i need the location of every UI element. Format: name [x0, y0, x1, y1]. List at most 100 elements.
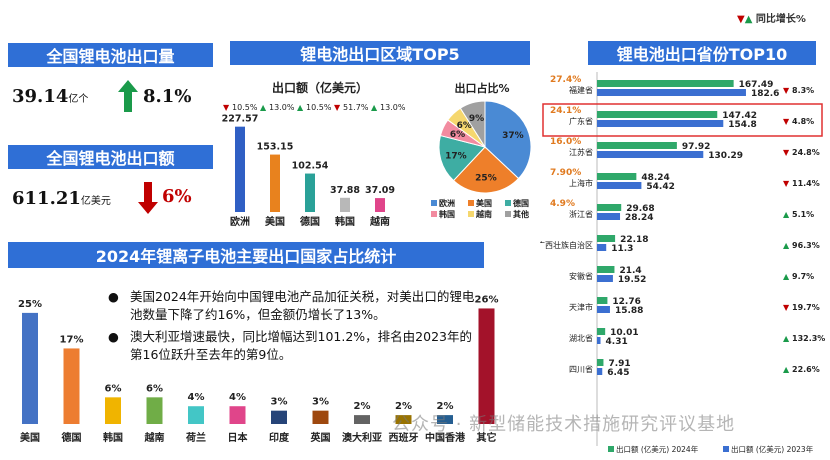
growth-arrow-icon: ▼	[783, 86, 790, 95]
province-label: 上海市	[569, 178, 593, 188]
province-bar	[597, 111, 718, 118]
province-bar	[597, 204, 622, 211]
region-bar-chart: 出口额（亿美元）▼ 10.5% ▲ 13.0% ▲ 10.5% ▼ 51.7% ▲ 13.0%22…	[222, 80, 406, 228]
growth-label: 11.4%	[792, 179, 820, 188]
bar	[270, 154, 280, 212]
province-value: 97.92	[682, 142, 710, 152]
value-label: 6%	[146, 383, 163, 394]
province-label: 浙江省	[569, 209, 593, 219]
province-bar	[597, 182, 642, 189]
growth-label: 13.0%	[380, 103, 406, 112]
down-arrow-icon: ▼	[737, 14, 745, 25]
legend-label: 出口额 (亿美元) 2024年	[616, 444, 699, 454]
value-label: 227.57	[222, 114, 259, 125]
province-value: 54.42	[646, 182, 674, 192]
country-bar	[395, 415, 412, 424]
province-value: 19.52	[618, 275, 646, 285]
value-label: 153.15	[257, 142, 294, 153]
country-bar	[63, 348, 80, 424]
province-label: 天津市	[569, 302, 593, 312]
note-2: ● 澳大利亚增速最快，同比增幅达到101.2%，排名由2023年的第16位跃升至…	[108, 328, 478, 364]
growth-arrow-icon: ▼	[783, 148, 790, 157]
export-amt-growth: 6%	[162, 186, 192, 207]
note-2-text: 澳大利亚增速最快，同比增幅达到101.2%，排名由2023年的第16位跃升至去年…	[130, 329, 472, 362]
growth-label: 9.7%	[792, 272, 814, 281]
country-bar	[271, 410, 287, 424]
province-label: 福建省	[569, 85, 593, 95]
share-label: 4.9%	[550, 199, 575, 209]
country-label: 韩国	[103, 431, 123, 444]
slice-label: 37%	[502, 131, 524, 141]
value-label: 37.09	[365, 185, 395, 196]
value-label: 2%	[437, 401, 454, 412]
country-label: 美国	[20, 431, 40, 444]
highlight-box	[542, 103, 823, 137]
pie-title: 出口占比%	[454, 81, 509, 95]
countries-banner: 2024年锂离子电池主要出口国家占比统计	[8, 242, 484, 268]
watermark: 公众号 · 新型储能技术措施研究评议基地	[392, 414, 736, 435]
legend-swatch	[431, 211, 437, 217]
province-bar	[597, 306, 610, 313]
legend-label: 美国	[476, 198, 492, 208]
province-label: 广东省	[569, 116, 593, 126]
country-label: 德国	[61, 431, 82, 444]
growth-arrow-icon: ▲	[783, 365, 790, 374]
country-bar	[478, 308, 495, 424]
province-value: 167.49	[739, 80, 774, 90]
growth-arrow-icon: ▼	[334, 103, 341, 112]
category-label: 越南	[369, 215, 390, 228]
country-bar-chart: 25% 美国 17% 德国 6% 韩国 6% 越南 4% 荷兰 4% 日本 3% 印度 3% 英国 2% 澳大利亚…	[18, 294, 498, 444]
country-bar	[146, 397, 163, 424]
province-bar	[597, 151, 704, 158]
growth-arrow-icon: ▲	[297, 103, 304, 112]
value-label: 3%	[271, 397, 288, 408]
province-title: 锂电池出口省份TOP10	[616, 45, 788, 64]
growth-arrow-icon: ▼	[223, 103, 230, 112]
country-label: 其它	[477, 431, 497, 444]
country-bar	[437, 415, 453, 424]
legend-label: 德国	[513, 198, 529, 208]
growth-legend: ▼▲ 同比增长%	[737, 10, 806, 25]
share-label: 24.1%	[550, 106, 581, 116]
province-bar	[597, 244, 607, 251]
countries-title: 2024年锂离子电池主要出口国家占比统计	[95, 247, 397, 266]
country-label: 荷兰	[185, 431, 206, 444]
share-label: 7.90%	[550, 168, 581, 178]
growth-arrow-icon: ▲	[783, 334, 790, 343]
growth-arrow-icon: ▼	[783, 303, 790, 312]
pie-slice	[438, 134, 486, 182]
growth-arrow-icon: ▲	[371, 103, 378, 112]
category-label: 欧洲	[230, 215, 250, 228]
export-amt-value: 611.21亿美元	[12, 188, 111, 209]
value-label: 25%	[18, 299, 42, 310]
slice-label: 9%	[469, 114, 484, 124]
province-label: 四川省	[569, 364, 593, 374]
slice-label: 6%	[457, 121, 472, 131]
share-label: 27.4%	[550, 75, 581, 85]
slice-label: 17%	[445, 151, 467, 161]
country-bar	[312, 410, 329, 424]
province-bar	[597, 297, 608, 304]
export-qty-value: 39.14亿个	[12, 86, 88, 107]
legend-label: 欧洲	[439, 198, 455, 208]
export-amt-banner: 全国锂电池出口额	[8, 145, 213, 169]
province-label: 湖北省	[569, 333, 593, 343]
bullet-icon: ●	[108, 329, 119, 344]
value-label: 4%	[229, 392, 246, 403]
bullet-icon: ●	[108, 289, 119, 304]
value-label: 4%	[188, 392, 205, 403]
growth-label: 51.7%	[343, 103, 369, 112]
value-label: 6%	[105, 383, 122, 394]
country-label: 日本	[228, 431, 249, 444]
value-label: 37.88	[330, 185, 360, 196]
province-value: 154.8	[728, 120, 756, 130]
province-label: 安徽省	[569, 271, 593, 281]
country-bar	[22, 312, 38, 424]
export-amt-title: 全国锂电池出口额	[46, 149, 175, 168]
category-label: 韩国	[335, 215, 355, 228]
province-label: 江苏省	[569, 147, 593, 157]
growth-label: 96.3%	[792, 241, 820, 250]
value-label: 102.54	[292, 161, 329, 172]
